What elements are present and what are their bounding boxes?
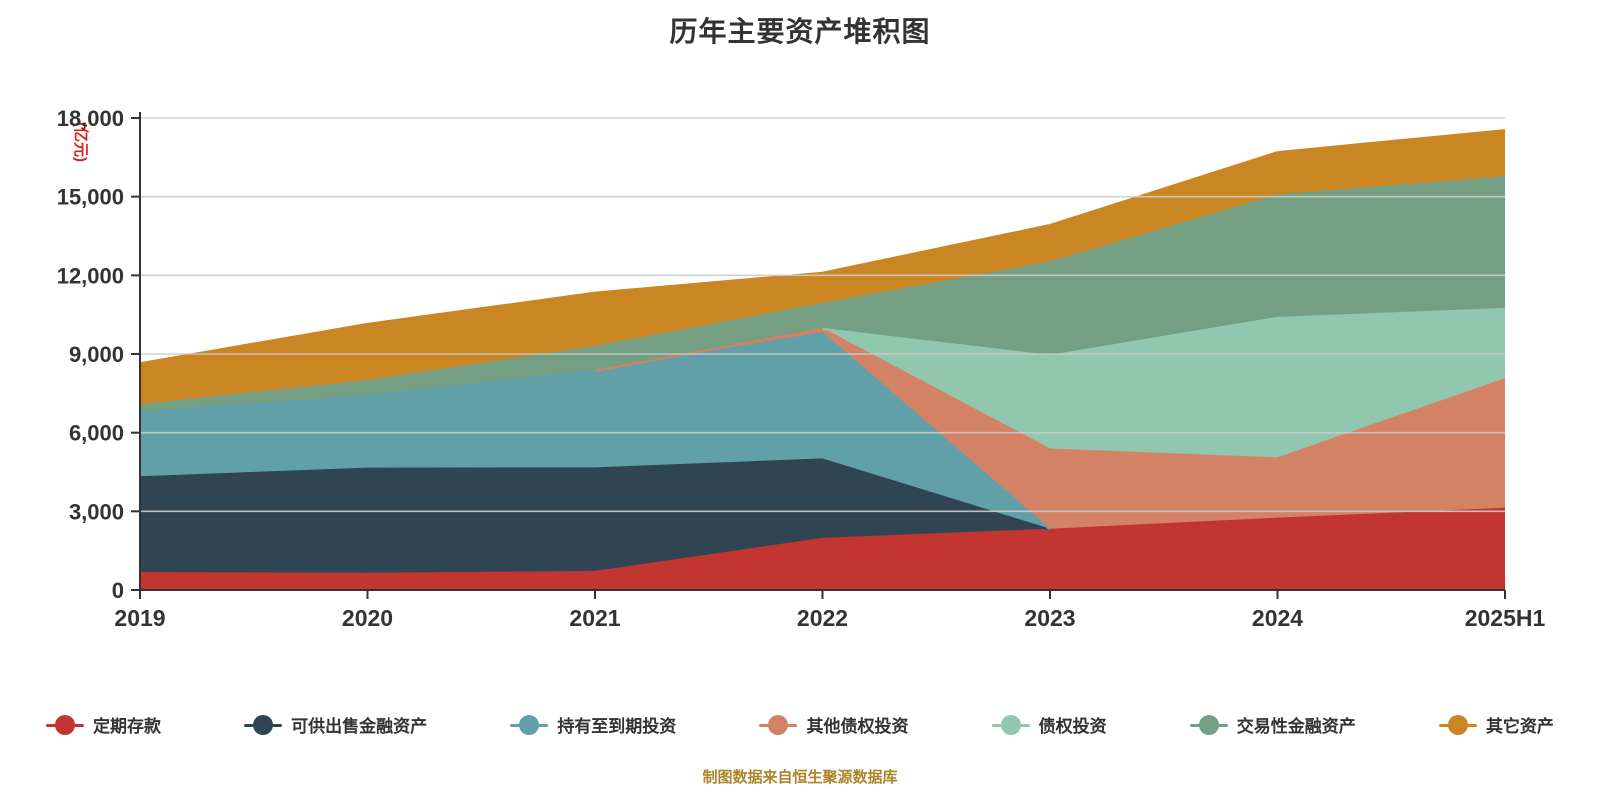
- source-note: 制图数据来自恒生聚源数据库: [702, 769, 898, 786]
- legend-label: 可供出售金融资产: [291, 717, 428, 736]
- legend-line-circle-icon: [1438, 714, 1477, 735]
- x-axis-label: 2024: [1252, 605, 1303, 631]
- legend-line-circle-icon: [244, 714, 283, 735]
- legend-line-circle-icon: [991, 714, 1030, 735]
- y-axis-label: 6,000: [69, 421, 124, 446]
- area-other-debt-investments[interactable]: [140, 328, 1505, 530]
- legend-label: 持有至到期投资: [557, 717, 677, 736]
- x-axis-label: 2022: [797, 605, 848, 631]
- legend-item-trading-financial-assets[interactable]: 交易性金融资产: [1189, 712, 1356, 737]
- legend-item-other-debt-investments[interactable]: 其他债权投资: [759, 712, 908, 737]
- y-axis-label: 15,000: [57, 185, 124, 210]
- legend-item-available-for-sale-assets[interactable]: 可供出售金融资产: [244, 712, 427, 737]
- legend-label: 定期存款: [93, 717, 161, 736]
- legend-item-other-assets[interactable]: 其它资产: [1438, 712, 1554, 737]
- legend-line-circle-icon: [1189, 714, 1228, 735]
- legend-line-circle-icon: [510, 714, 549, 735]
- x-axis-label: 2020: [342, 605, 393, 631]
- x-axis-label: 2021: [569, 605, 620, 631]
- legend-label: 债权投资: [1038, 717, 1107, 736]
- chart-title: 历年主要资产堆积图: [669, 16, 931, 47]
- legend-item-held-to-maturity[interactable]: 持有至到期投资: [510, 712, 676, 737]
- y-axis-label: 12,000: [57, 263, 124, 288]
- legend-label: 其它资产: [1485, 717, 1554, 736]
- x-axis-label: 2023: [1024, 605, 1075, 631]
- y-axis-unit-label: (亿元): [72, 122, 89, 162]
- legend-line-circle-icon: [46, 714, 84, 735]
- y-axis-label: 0: [112, 578, 124, 603]
- y-axis-label: 3,000: [69, 499, 124, 524]
- legend-item-time-deposits[interactable]: 定期存款: [46, 712, 161, 737]
- y-axis-label: 9,000: [69, 342, 124, 367]
- legend-line-circle-icon: [759, 714, 798, 735]
- x-axis-label: 2019: [114, 605, 165, 631]
- legend: 定期存款 可供出售金融资产 持有至到期投资 其他债权投资 债权投资 交易性金融资产 其它资产: [0, 712, 1600, 737]
- legend-item-debt-investments[interactable]: 债权投资: [991, 712, 1107, 737]
- legend-label: 其他债权投资: [806, 717, 909, 736]
- x-axis-label: 2025H1: [1465, 605, 1546, 631]
- legend-label: 交易性金融资产: [1236, 717, 1356, 736]
